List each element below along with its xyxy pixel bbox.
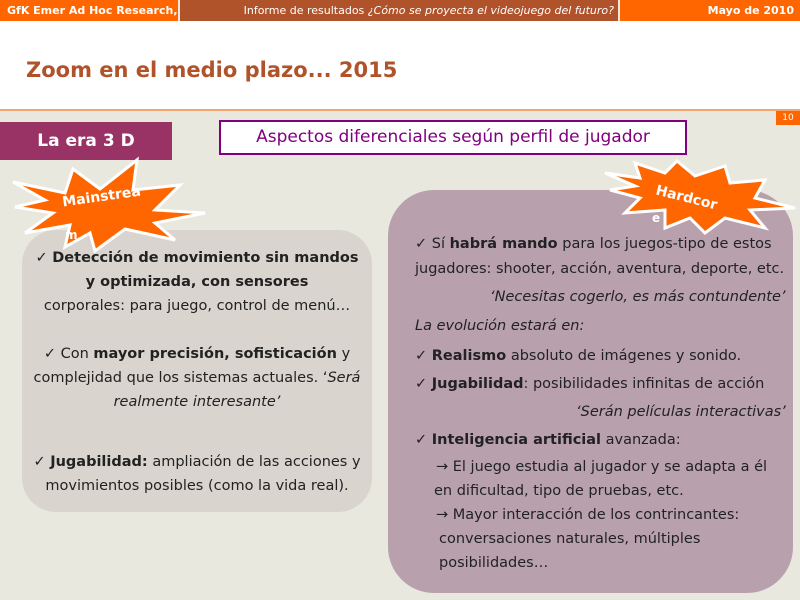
report-date: Mayo de 2010 — [620, 0, 800, 21]
title-band — [0, 21, 800, 109]
mainstream-point-1: ✓ Detección de movimiento sin mandos y o… — [35, 250, 359, 314]
page-title: Zoom en el medio plazo... 2015 — [26, 58, 398, 82]
hardcore-line-2: jugadores: shooter, acción, aventura, de… — [415, 261, 785, 277]
evolution-heading: La evolución estará en: — [415, 318, 585, 334]
hardcore-bullet-jugabilidad: ✓ Jugabilidad: posibilidades infinitas d… — [415, 376, 765, 392]
mainstream-badge-wrap: m — [65, 228, 78, 242]
mainstream-panel — [22, 230, 372, 512]
ia-sub-2a: → Mayor interacción de los contrincantes… — [436, 507, 740, 523]
hardcore-badge-wrap: e — [652, 211, 661, 225]
ia-sub-1a: → El juego estudia al jugador y se adapt… — [436, 459, 768, 475]
report-prefix: Informe de resultados — [243, 4, 365, 17]
page-number: 10 — [776, 111, 800, 125]
hardcore-bullet-realismo: ✓ Realismo absoluto de imágenes y sonido… — [415, 348, 742, 364]
ia-sub-1b: en dificultad, tipo de pruebas, etc. — [434, 483, 684, 499]
hardcore-panel — [388, 190, 793, 593]
mainstream-point-2: ✓ Con mayor precisión, sofisticación y c… — [33, 346, 361, 410]
hardcore-starburst — [604, 158, 796, 235]
divider — [0, 109, 800, 111]
hardcore-quote-1: ‘Necesitas cogerlo, es más contundente’ — [490, 289, 786, 305]
company-name: GfK Emer Ad Hoc Research, S.L. — [0, 0, 178, 38]
ia-sub-2c: posibilidades… — [439, 555, 549, 571]
report-question: ¿Cómo se proyecta el videojuego del futu… — [367, 4, 614, 17]
mainstream-starburst — [12, 156, 206, 254]
ia-sub-2b: conversaciones naturales, múltiples — [439, 531, 701, 547]
hardcore-quote-2: ‘Serán películas interactivas’ — [576, 404, 786, 420]
hardcore-line-1: ✓ Sí habrá mando para los juegos-tipo de… — [415, 236, 772, 252]
hardcore-bullet-ia: ✓ Inteligencia artificial avanzada: — [415, 432, 681, 448]
mainstream-point-3: ✓ Jugabilidad: ampliación de las accione… — [33, 454, 361, 494]
report-title: Informe de resultados ¿Cómo se proyecta … — [180, 0, 618, 21]
section-title: Aspectos diferenciales según perfil de j… — [219, 120, 687, 155]
era-label: La era 3 D — [0, 122, 172, 160]
